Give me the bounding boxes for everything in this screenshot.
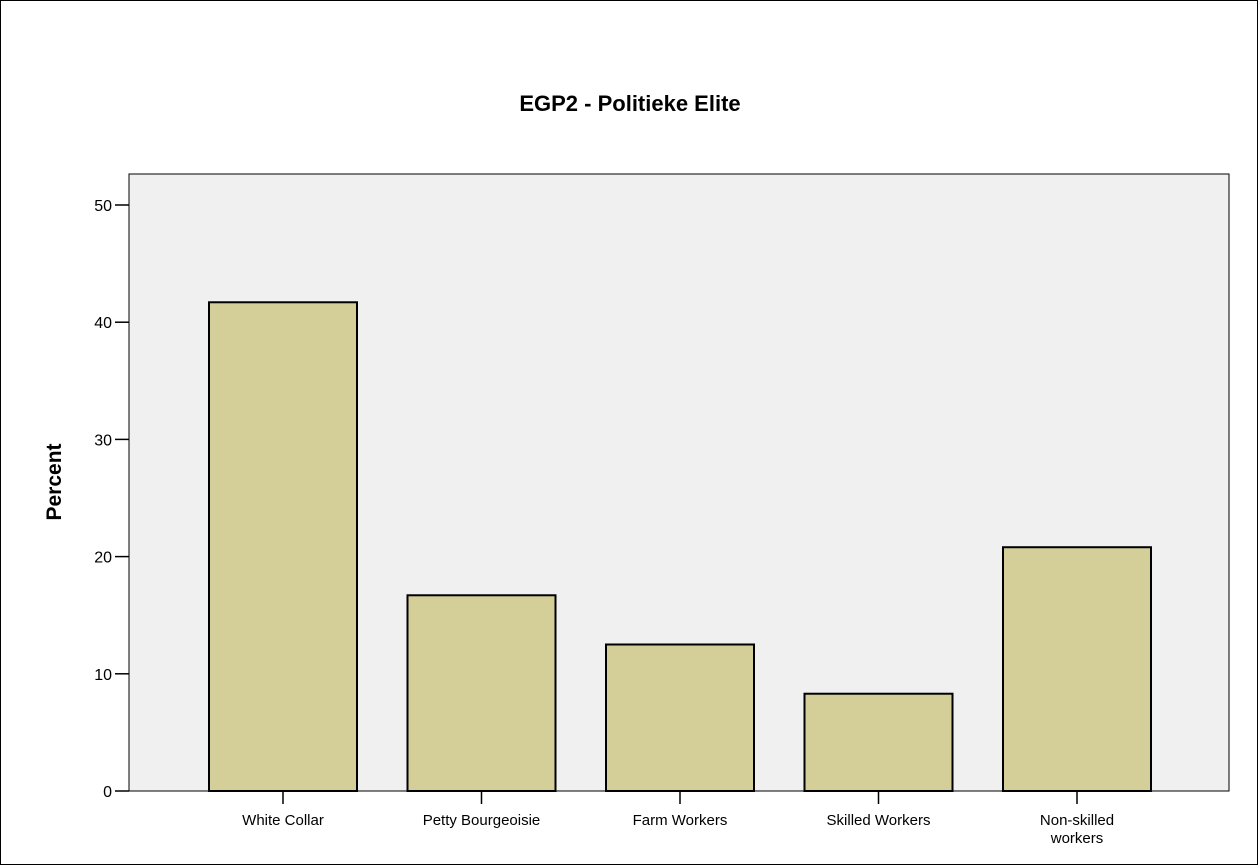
y-tick-label: 50 [94, 198, 112, 215]
bar-petty-bourgeoisie [406, 594, 557, 792]
bars [208, 301, 1152, 792]
x-tick-label: Farm Workers [633, 812, 728, 829]
y-tick-label: 40 [94, 315, 112, 332]
bar-farm-workers [605, 643, 755, 792]
y-tick-label: 0 [103, 784, 112, 801]
x-tick-label: White Collar [242, 812, 324, 829]
y-tick-label: 10 [94, 667, 112, 684]
y-axis-label: Percent [43, 443, 66, 520]
y-tick-label: 20 [94, 550, 112, 567]
chart-title: EGP2 - Politieke Elite [519, 91, 740, 116]
x-tick-label: Petty Bourgeoisie [423, 812, 541, 829]
y-axis: 0 10 20 30 40 50 [94, 174, 130, 801]
x-tick-label: Non-skilled workers [1040, 812, 1114, 847]
x-tick-label: Skilled Workers [827, 812, 931, 829]
bar-white-collar [208, 301, 358, 792]
x-axis: White Collar Petty Bourgeoisie Farm Worker… [129, 790, 1229, 847]
y-tick-label: 30 [94, 432, 112, 449]
bar-non-skilled-workers [1002, 546, 1152, 792]
bar-skilled-workers [803, 692, 954, 792]
